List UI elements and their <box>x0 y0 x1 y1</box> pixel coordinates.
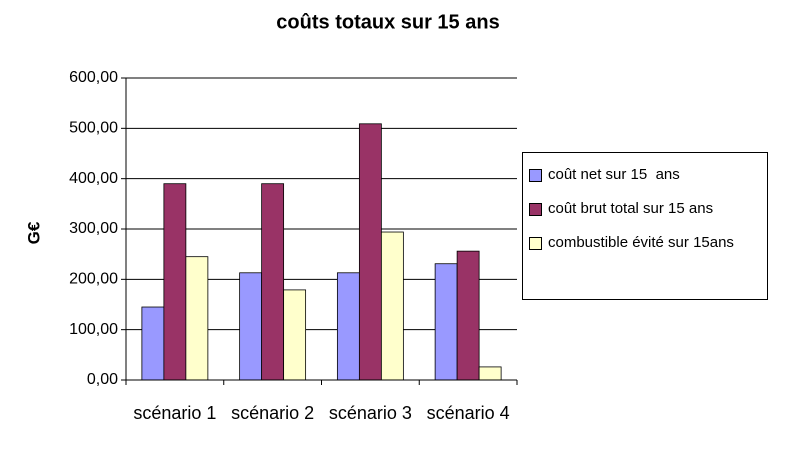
x-tick-label: scénario 1 <box>133 403 217 423</box>
legend-label: combustible évité sur 15ans <box>548 234 734 251</box>
bar <box>185 256 209 381</box>
y-axis-label: G€ <box>24 221 43 244</box>
legend-swatch <box>529 169 542 182</box>
bar <box>141 306 165 381</box>
bar <box>261 183 285 381</box>
y-tick-label: 600,00 <box>69 69 118 86</box>
y-tick-label: 300,00 <box>69 220 118 237</box>
x-tick-label: scénario 2 <box>231 403 315 423</box>
legend-item: combustible évité sur 15ans <box>529 233 761 253</box>
bar <box>163 183 187 381</box>
y-tick-label: 0,00 <box>87 371 118 388</box>
legend: coût net sur 15 ans coût brut total sur 1… <box>522 152 768 300</box>
bar <box>336 272 360 381</box>
bar <box>239 272 263 381</box>
bar <box>358 123 382 381</box>
bar <box>283 289 307 381</box>
bar <box>434 263 458 381</box>
bar <box>478 366 502 381</box>
y-tick-label: 400,00 <box>69 170 118 187</box>
legend-item: coût brut total sur 15 ans <box>529 199 761 219</box>
bar <box>456 250 480 381</box>
y-tick-label: 500,00 <box>69 120 118 137</box>
legend-swatch <box>529 237 542 250</box>
legend-item: coût net sur 15 ans <box>529 165 761 185</box>
y-tick-label: 200,00 <box>69 271 118 288</box>
x-tick-label: scénario 3 <box>328 403 412 423</box>
legend-label: coût net sur 15 ans <box>548 166 680 183</box>
bar <box>380 231 404 381</box>
y-tick-label: 100,00 <box>69 321 118 338</box>
x-tick-label: scénario 4 <box>426 403 510 423</box>
legend-swatch <box>529 203 542 216</box>
chart-title: coûts totaux sur 15 ans <box>276 11 499 33</box>
legend-label: coût brut total sur 15 ans <box>548 200 714 217</box>
